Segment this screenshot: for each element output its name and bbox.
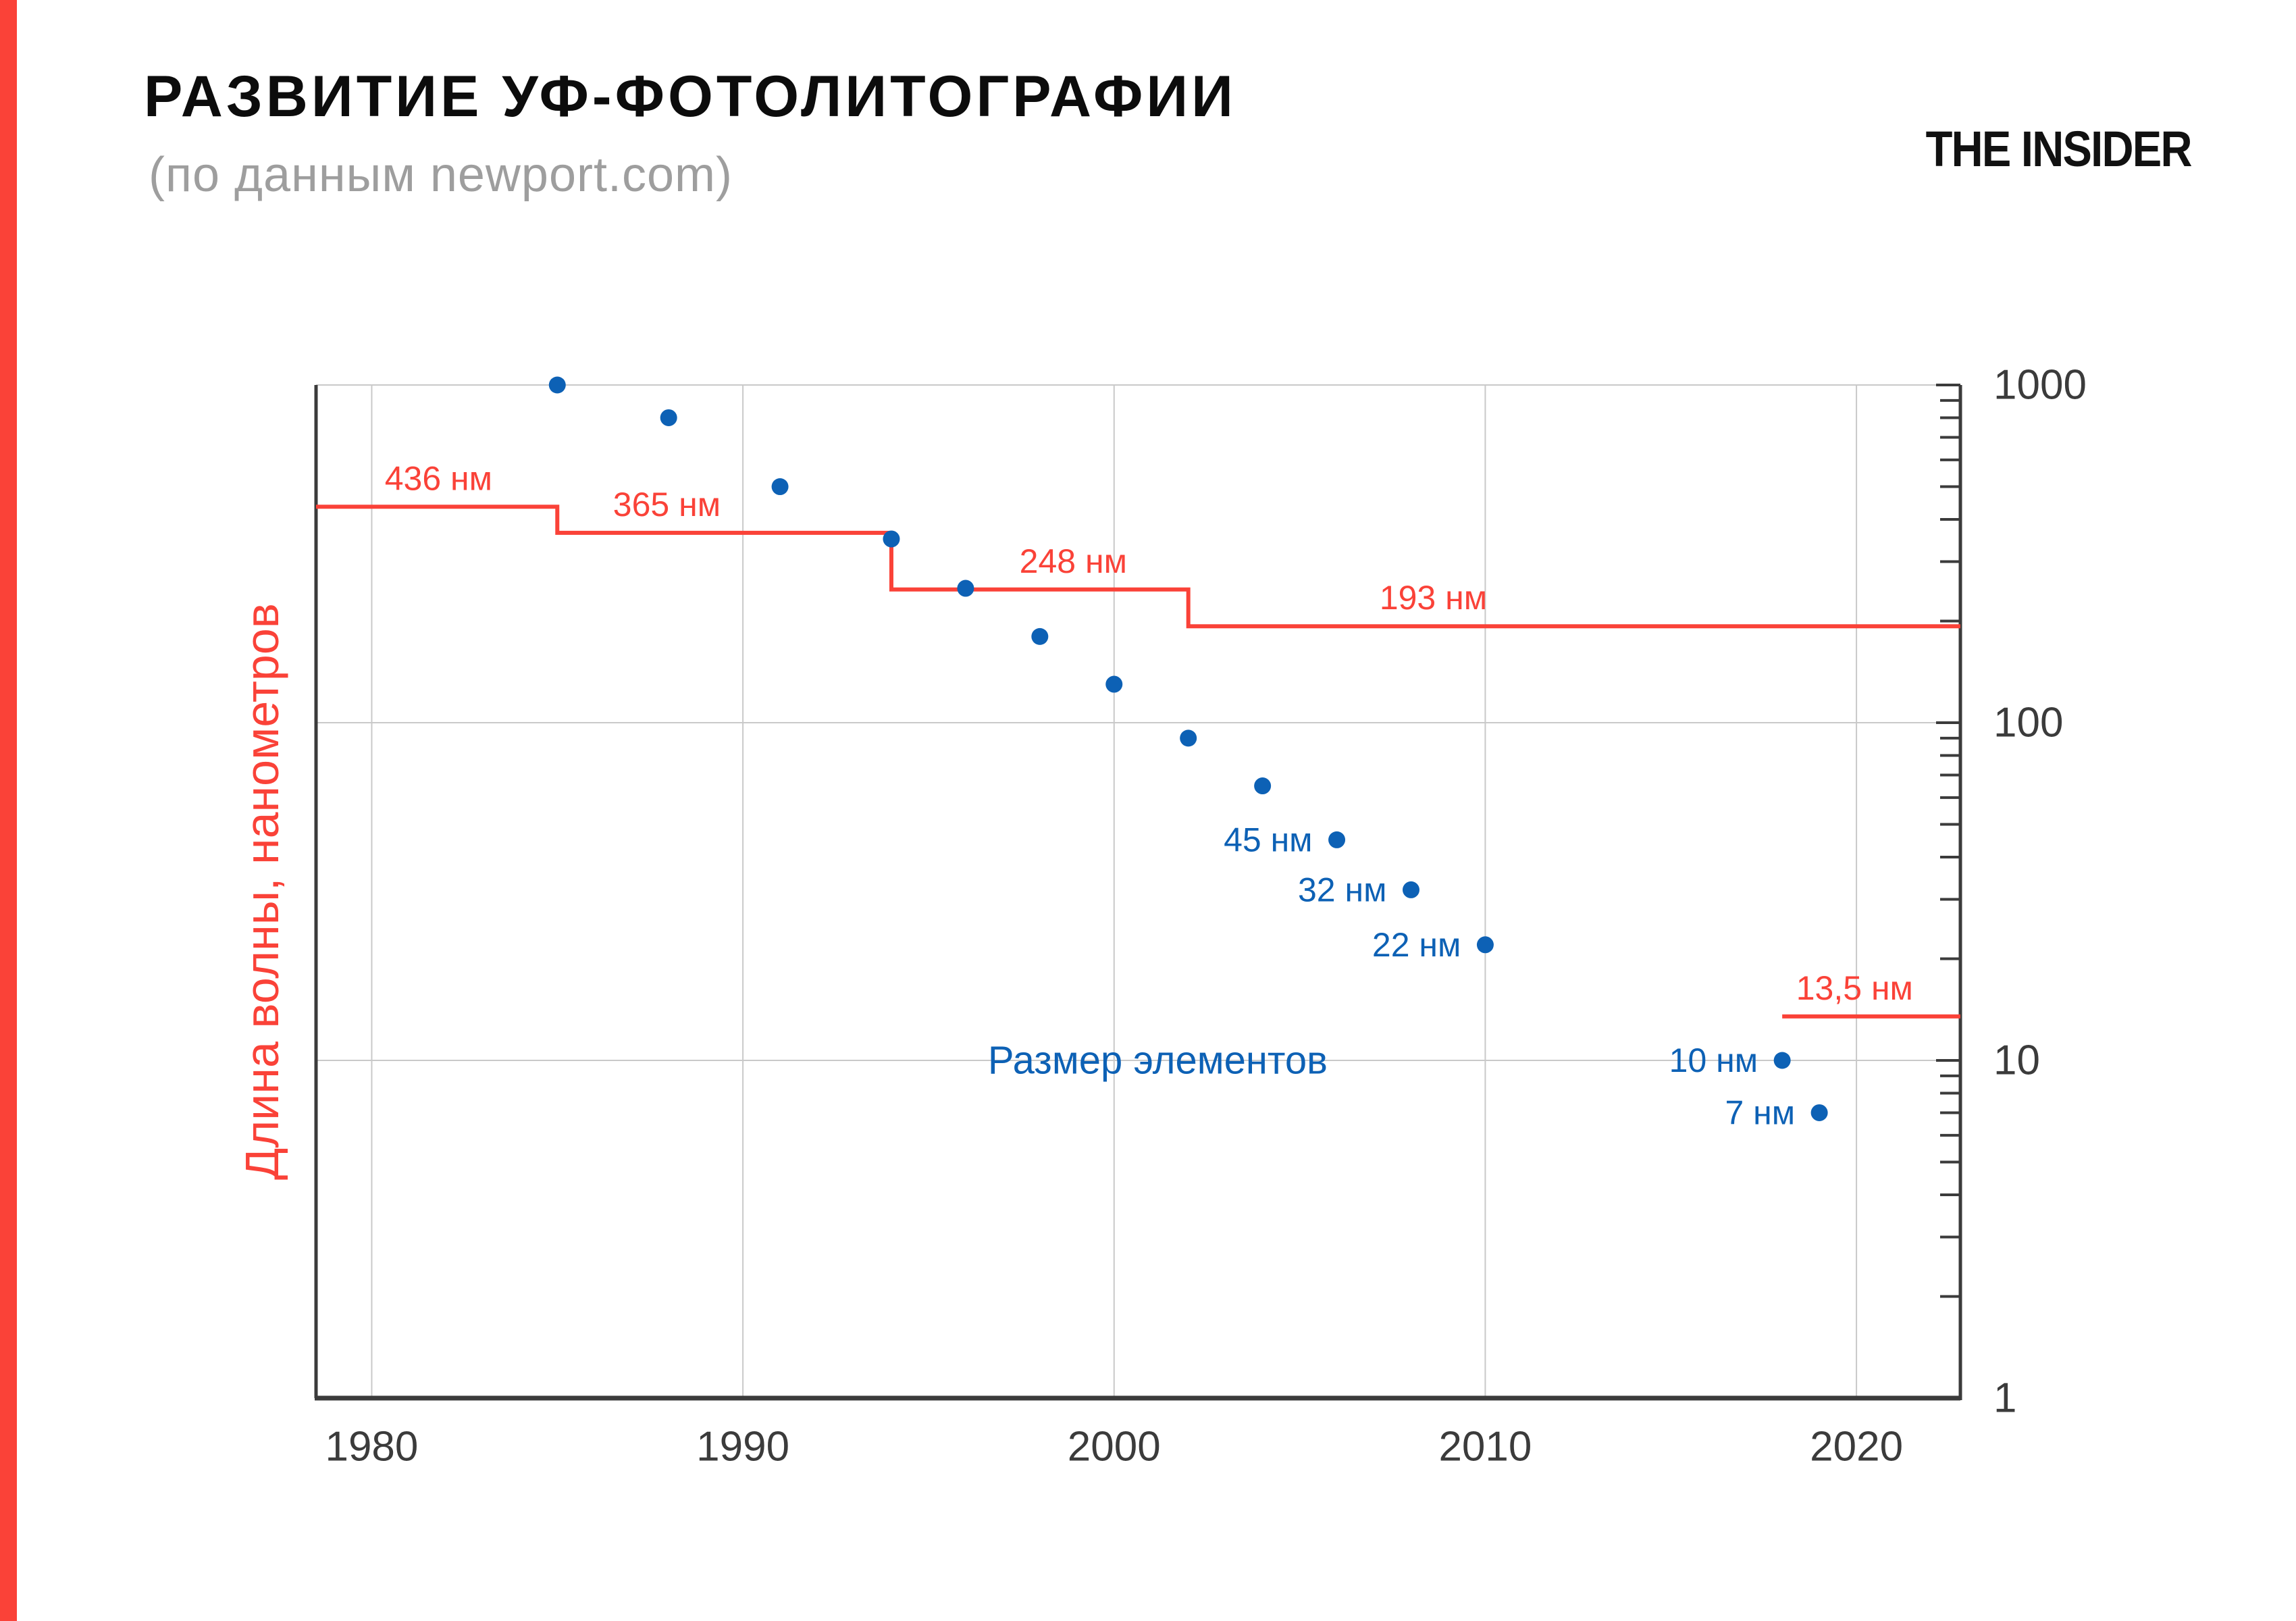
feature-size-point — [1476, 936, 1494, 954]
feature-size-point-label: 10 нм — [1669, 1041, 1758, 1079]
feature-size-point — [548, 376, 566, 394]
feature-size-point-label: 45 нм — [1224, 821, 1313, 858]
feature-size-point — [1403, 881, 1420, 898]
y-tick-label: 100 — [1993, 700, 2063, 746]
feature-size-point — [1773, 1052, 1791, 1069]
x-tick-label: 2010 — [1438, 1424, 1532, 1470]
x-tick-label: 1990 — [696, 1424, 789, 1470]
feature-size-point — [1254, 777, 1272, 795]
y-tick-label: 10 — [1993, 1037, 2040, 1084]
feature-size-point-label: 7 нм — [1725, 1093, 1795, 1131]
x-tick-label: 2020 — [1810, 1424, 1903, 1470]
left-accent-bar — [0, 0, 17, 1621]
feature-size-point — [1031, 627, 1049, 645]
wavelength-step-label: 248 нм — [1020, 542, 1127, 580]
wavelength-step-line — [316, 505, 1960, 629]
brand-logo: THE INSIDER — [1925, 121, 2193, 177]
wavelength-step-label: 193 нм — [1380, 579, 1487, 617]
page-subtitle: (по данным newport.com) — [149, 148, 733, 202]
x-tick-label: 1980 — [325, 1424, 418, 1470]
feature-size-point — [660, 409, 677, 426]
feature-size-point — [1328, 831, 1346, 848]
feature-size-point — [883, 530, 900, 548]
page-title: РАЗВИТИЕ УФ-ФОТОЛИТОГРАФИИ — [144, 64, 1236, 129]
feature-size-point — [1180, 729, 1197, 747]
feature-size-point — [957, 580, 974, 597]
wavelength-step-label: 365 нм — [613, 486, 721, 523]
y-tick-label: 1000 — [1993, 362, 2087, 409]
wavelength-step-label: 13,5 нм — [1796, 969, 1913, 1007]
wavelength-step-label: 436 нм — [385, 459, 492, 497]
feature-size-point-label: 22 нм — [1372, 926, 1461, 964]
feature-size-point — [771, 478, 789, 496]
y-axis-title: Длина волны, нанометров — [236, 603, 288, 1180]
feature-size-point — [1105, 675, 1123, 693]
feature-size-point — [1810, 1104, 1828, 1121]
series-annotation: Размер элементов — [988, 1039, 1328, 1083]
feature-size-point-label: 32 нм — [1298, 871, 1387, 908]
x-tick-label: 2000 — [1068, 1424, 1161, 1470]
y-tick-label: 1 — [1993, 1375, 2016, 1422]
